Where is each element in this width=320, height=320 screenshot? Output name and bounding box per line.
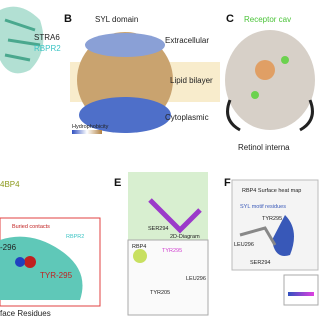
- layer-label: Extracellular: [165, 36, 209, 45]
- panel-e: E 2D-Diagram SER294 RBP4 TYR295 LEU296 T…: [114, 172, 209, 316]
- legend-bar: [288, 292, 314, 296]
- residue-label: TYR295: [262, 216, 282, 222]
- residue-label: SER294: [250, 260, 271, 266]
- protein-label: RBPR2: [34, 44, 61, 53]
- protein-label: 4BP4: [0, 180, 20, 189]
- residue-label: SER294: [148, 226, 169, 232]
- structure-view: [128, 172, 208, 240]
- panel-f: F RBP4 Surface heat map SYL motif residu…: [224, 177, 319, 306]
- layer-label: Lipid bilayer: [170, 76, 213, 85]
- panel-label: C: [226, 13, 234, 25]
- surface: [0, 236, 83, 300]
- sticks: [239, 226, 277, 246]
- panel-label: E: [114, 177, 121, 189]
- extracellular-surface: [85, 33, 165, 57]
- residue-label: TYR-295: [40, 271, 73, 280]
- residue-label: TYR205: [150, 290, 170, 296]
- residue: [15, 257, 25, 267]
- annotation: SYL motif residues: [240, 204, 286, 210]
- inset: [283, 274, 319, 306]
- residue: [24, 256, 36, 268]
- ligand: [251, 91, 259, 99]
- helices: [4, 18, 41, 62]
- footer: face Residues: [0, 309, 51, 318]
- layer-label: Cytoplasmic: [165, 113, 209, 122]
- residue-node: [133, 249, 147, 263]
- structure-view: [231, 179, 319, 271]
- caption: Retinol interna: [238, 143, 290, 152]
- residue-label: LEU296: [234, 242, 254, 248]
- cytoplasmic-surface: [79, 97, 171, 133]
- surface: [272, 215, 294, 256]
- panel-b: B SYL domain Extracellular Lipid bilayer…: [64, 13, 220, 134]
- domain-label: SYL domain: [95, 15, 138, 24]
- panel-label: B: [64, 13, 72, 25]
- arrow: [299, 99, 314, 132]
- legend-title: Hydrophobicity: [72, 124, 109, 130]
- residue-label: RBP4: [132, 244, 146, 250]
- annotation: RBPR2: [66, 234, 84, 240]
- ligand: [281, 56, 289, 64]
- panel-a-bottom: 4BP4 Buried contacts RBPR2 -296 TYR-295 …: [0, 180, 101, 318]
- ligand: [148, 198, 202, 234]
- panel-label: F: [224, 177, 231, 189]
- annotation: Receptor cav: [244, 15, 291, 24]
- annotation: Buried contacts: [12, 224, 50, 230]
- residue-label: TYR295: [162, 248, 182, 254]
- receptor: [225, 30, 315, 130]
- arrow: [226, 99, 241, 132]
- diagram-title: 2D-Diagram: [170, 234, 200, 240]
- residue-label: LEU296: [186, 276, 206, 282]
- view-title: RBP4 Surface heat map: [242, 188, 301, 194]
- panel-a-top: STRA6 RBPR2: [0, 6, 61, 74]
- cavity: [255, 60, 275, 80]
- residue-label: -296: [0, 243, 17, 252]
- legend-bar: [72, 130, 102, 134]
- panel-c: C Receptor cav Retinol interna: [225, 13, 315, 152]
- protein-label: STRA6: [34, 33, 60, 42]
